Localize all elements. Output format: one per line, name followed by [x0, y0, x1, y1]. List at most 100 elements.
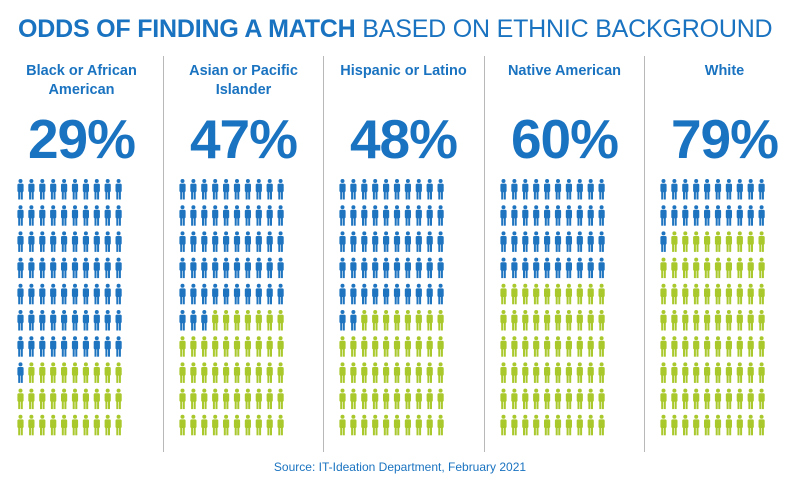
person-icon-match — [758, 310, 765, 331]
person-icon-no-match — [576, 231, 583, 252]
person-icon-no-match — [426, 179, 433, 200]
person-icon-match — [682, 310, 689, 331]
person-icon-no-match — [17, 179, 24, 200]
pictogram-grid — [179, 179, 284, 436]
chart-title: ODDS OF FINDING A MATCH BASED ON ETHNIC … — [18, 14, 773, 44]
person-icon-no-match — [255, 283, 262, 305]
person-icon-no-match — [201, 179, 208, 200]
person-icon-no-match — [565, 179, 572, 200]
person-icon-match — [255, 310, 262, 331]
person-icon-match — [277, 388, 284, 410]
person-icon-match — [61, 414, 68, 436]
person-icon-match — [17, 414, 24, 436]
person-icon-no-match — [500, 231, 507, 252]
person-icon-match — [350, 336, 357, 357]
column-divider — [163, 56, 164, 452]
person-icon-match — [747, 257, 754, 279]
pictogram-grid — [660, 179, 765, 436]
person-icon-match — [682, 336, 689, 357]
person-icon-no-match — [104, 231, 111, 252]
person-icon-no-match — [71, 310, 79, 331]
person-icon-match — [704, 388, 711, 410]
person-icon-no-match — [533, 179, 540, 200]
person-icon-match — [50, 362, 57, 383]
person-icon-match — [714, 414, 722, 436]
person-icon-no-match — [201, 205, 208, 226]
person-icon-match — [104, 388, 111, 410]
group-column: Native American 60% — [485, 52, 644, 445]
column-divider — [323, 56, 324, 452]
person-icon-match — [201, 388, 208, 410]
person-icon-no-match — [758, 205, 765, 226]
person-icon-match — [350, 362, 357, 383]
title-light: BASED ON ETHNIC BACKGROUND — [362, 15, 773, 43]
person-icon-no-match — [212, 179, 219, 200]
person-icon-no-match — [190, 231, 197, 252]
person-icon-match — [736, 231, 743, 252]
person-icon-no-match — [233, 205, 241, 226]
person-icon-no-match — [104, 179, 111, 200]
person-icon-no-match — [554, 231, 562, 252]
person-icon-match — [244, 362, 251, 383]
category-label: Native American — [507, 63, 622, 79]
person-icon-match — [266, 388, 273, 410]
person-icon-match — [747, 310, 754, 331]
person-icon-match — [747, 362, 754, 383]
person-icon-match — [426, 414, 433, 436]
person-icon-no-match — [415, 205, 422, 226]
person-icon-no-match — [266, 283, 273, 305]
person-icon-match — [190, 336, 197, 357]
person-icon-no-match — [255, 231, 262, 252]
person-icon-match — [660, 283, 667, 305]
person-icon-match — [511, 362, 518, 383]
person-icon-no-match — [104, 257, 111, 279]
person-icon-match — [426, 388, 433, 410]
person-icon-no-match — [61, 310, 68, 331]
person-icon-match — [671, 362, 678, 383]
person-icon-match — [693, 388, 700, 410]
person-icon-match — [223, 414, 230, 436]
person-icon-match — [244, 310, 251, 331]
person-icon-match — [660, 336, 667, 357]
category-label: Black or African American — [26, 63, 137, 98]
person-icon-match — [372, 362, 379, 383]
person-icon-match — [350, 388, 357, 410]
person-icon-match — [725, 283, 732, 305]
person-icon-match — [212, 388, 219, 410]
person-icon-match — [598, 283, 605, 305]
percentage-value: 47% — [189, 108, 298, 170]
person-icon-match — [671, 257, 678, 279]
person-icon-no-match — [361, 205, 368, 226]
person-icon-match — [725, 414, 732, 436]
person-icon-no-match — [39, 257, 46, 279]
person-icon-match — [115, 414, 122, 436]
person-icon-no-match — [576, 257, 583, 279]
person-icon-no-match — [233, 179, 241, 200]
person-icon-match — [758, 362, 765, 383]
person-icon-no-match — [39, 336, 46, 357]
person-icon-no-match — [339, 179, 346, 200]
person-icon-no-match — [437, 257, 444, 279]
person-icon-no-match — [255, 257, 262, 279]
person-icon-no-match — [82, 231, 89, 252]
person-icon-match — [598, 336, 605, 357]
person-icon-no-match — [28, 336, 35, 357]
person-icon-match — [50, 414, 57, 436]
person-icon-no-match — [277, 283, 284, 305]
person-icon-match — [565, 336, 572, 357]
person-icon-match — [437, 336, 444, 357]
person-icon-match — [255, 362, 262, 383]
person-icon-match — [393, 414, 401, 436]
person-icon-no-match — [350, 205, 357, 226]
person-icon-no-match — [233, 231, 241, 252]
person-icon-no-match — [71, 283, 79, 305]
person-icon-no-match — [190, 283, 197, 305]
person-icon-match — [736, 388, 743, 410]
person-icon-match — [437, 414, 444, 436]
person-icon-match — [565, 310, 572, 331]
person-icon-no-match — [533, 257, 540, 279]
person-icon-match — [544, 362, 551, 383]
person-icon-no-match — [576, 205, 583, 226]
person-icon-no-match — [277, 257, 284, 279]
person-icon-match — [671, 336, 678, 357]
